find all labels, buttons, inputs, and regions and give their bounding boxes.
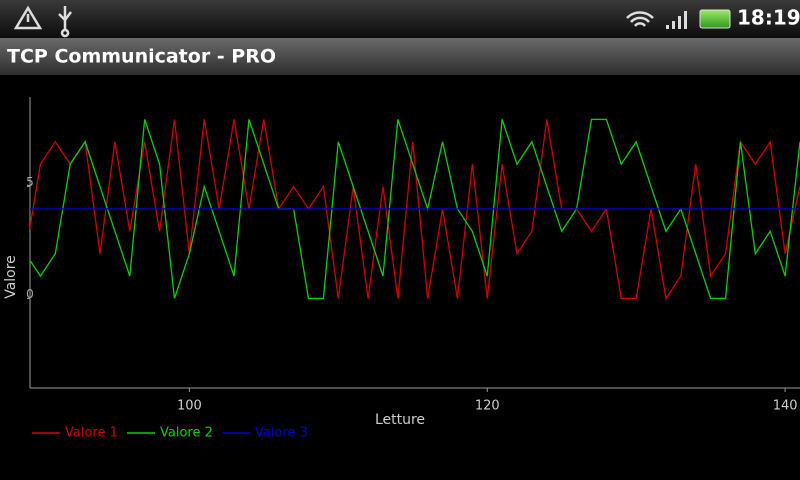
x-tick-label: 100 <box>177 399 202 414</box>
warning-icon <box>13 5 43 30</box>
y-axis-label: Valore <box>3 255 19 299</box>
app-bar <box>0 38 800 75</box>
app-title: TCP Communicator - PRO <box>7 46 276 68</box>
x-axis-label: Letture <box>375 412 425 428</box>
status-bar <box>0 0 800 38</box>
y-tick-label: 5 <box>26 175 34 189</box>
wifi-icon <box>626 11 654 27</box>
legend-label: Valore 1 <box>65 426 118 441</box>
x-tick-label: 120 <box>475 399 500 414</box>
status-icons <box>13 5 654 38</box>
data-line <box>30 118 800 300</box>
legend-label: Valore 3 <box>255 426 308 441</box>
clock: 18:19 <box>737 6 800 30</box>
battery-icon <box>699 9 731 29</box>
chart: 0 5 100 120 140 Letture Valore Valore 1 Valore 2… <box>3 97 800 441</box>
y-tick-label: 0 <box>26 287 34 301</box>
data-line <box>30 119 800 301</box>
usb-icon <box>58 6 72 38</box>
signal-icon <box>666 11 687 29</box>
x-tick-label: 140 <box>773 399 798 414</box>
legend-label: Valore 2 <box>160 426 213 441</box>
